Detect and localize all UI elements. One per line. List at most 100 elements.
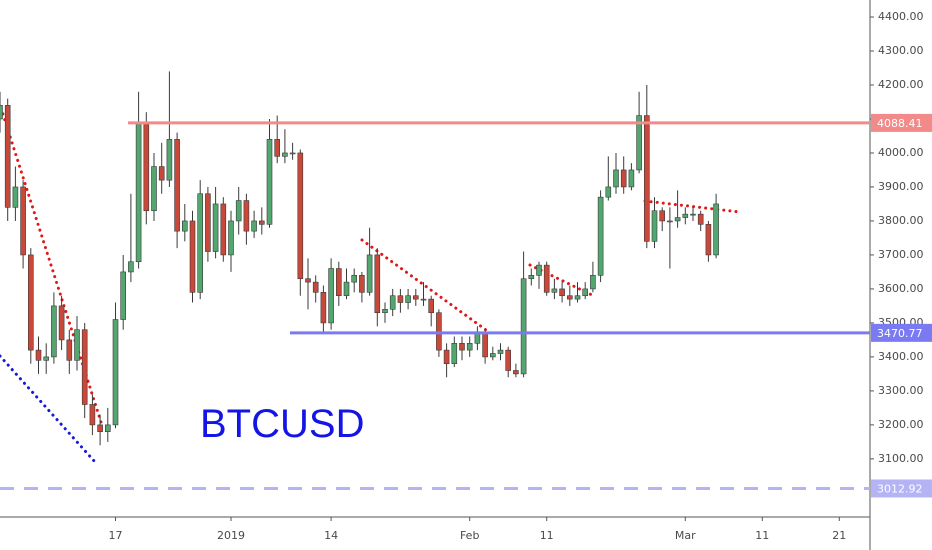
candle-body [266, 139, 273, 225]
candle-body [643, 115, 650, 242]
y-tick-label: 4400.00 [878, 10, 924, 23]
candle-body [582, 288, 589, 297]
level-label: 4088.41 [877, 117, 923, 130]
level-tag [871, 113, 932, 132]
candle-body [320, 292, 327, 324]
candle-body [690, 213, 696, 216]
candle-body [574, 295, 581, 300]
y-tick-label: 4200.00 [878, 78, 924, 91]
candle-body [182, 220, 188, 232]
candle-body [482, 332, 488, 358]
candle-body [351, 275, 358, 283]
candle-body [428, 298, 435, 314]
candle-body [474, 332, 481, 344]
candle-body [412, 295, 419, 300]
candle-body [112, 319, 119, 426]
candle-body [289, 152, 296, 155]
level-label: 3470.77 [877, 327, 923, 340]
candle-body [566, 295, 573, 300]
candle-body [443, 349, 450, 365]
candle-body [359, 275, 365, 293]
level-tag [871, 323, 932, 342]
candle-body [12, 186, 19, 208]
candle-body [451, 343, 458, 365]
candle-body [166, 139, 173, 181]
x-tick-label: 17 [109, 529, 123, 542]
y-tick-label: 4300.00 [878, 44, 924, 57]
candle-body [651, 210, 658, 242]
candle-body [212, 203, 219, 252]
candle-body [105, 424, 111, 432]
candle-body [505, 349, 512, 371]
candle-body [559, 288, 565, 297]
symbol-label: BTCUSD [200, 402, 364, 446]
candle-body [520, 278, 527, 375]
candle-body [158, 166, 165, 181]
y-tick-label: 3400.00 [878, 350, 924, 363]
candle-body [713, 203, 719, 256]
candle-body [4, 105, 11, 208]
candle-body [667, 220, 673, 223]
candle-body [97, 424, 103, 432]
candle-body [620, 169, 627, 188]
candle-body [397, 295, 404, 303]
y-tick-label: 3900.00 [878, 180, 924, 193]
candle-body [51, 305, 57, 358]
candle-body [382, 309, 388, 314]
candle-body [258, 220, 265, 225]
candle-body [343, 281, 350, 297]
candle-body [297, 152, 304, 280]
level-tag [871, 479, 932, 498]
candle-body [135, 122, 142, 263]
candle-body [197, 193, 203, 293]
x-tick-label: 14 [324, 529, 338, 542]
candle-body [228, 220, 234, 256]
candle-body [328, 268, 334, 324]
candle-body [0, 105, 3, 120]
candle-body [674, 217, 681, 222]
candle-body [35, 349, 42, 361]
y-tick-label: 4000.00 [878, 146, 924, 159]
candle-body [513, 370, 519, 375]
y-tick-label: 3200.00 [878, 418, 924, 431]
candle-body [205, 193, 211, 252]
candle-body [597, 196, 604, 276]
trendline [643, 199, 742, 214]
candle-body [705, 224, 712, 256]
candle-body [613, 169, 619, 188]
trendline [360, 238, 488, 332]
x-tick-label: 2019 [217, 529, 245, 542]
candles [0, 71, 719, 446]
candle-body [536, 264, 542, 276]
candle-body [605, 186, 612, 198]
x-tick-label: 11 [755, 529, 769, 542]
candle-body [374, 254, 381, 314]
candle-body [174, 139, 180, 232]
y-tick-label: 3100.00 [878, 452, 924, 465]
candle-body [636, 115, 642, 171]
x-tick-label: 21 [832, 529, 846, 542]
candle-body [251, 220, 257, 232]
x-tick-label: Feb [460, 529, 479, 542]
candle-body [466, 343, 473, 351]
x-tick-label: Mar [675, 529, 696, 542]
candle-body [274, 139, 281, 157]
candle-body [628, 169, 635, 188]
candle-body [20, 186, 26, 256]
trendline [0, 354, 97, 464]
candle-body [81, 329, 88, 405]
candle-body [58, 305, 65, 341]
candle-body [27, 254, 34, 351]
y-tick-label: 3800.00 [878, 214, 924, 227]
candle-body [405, 295, 411, 303]
candle-body [659, 210, 666, 222]
candle-body [335, 268, 342, 297]
candle-body [74, 329, 80, 361]
candle-body [312, 281, 319, 293]
candle-body [243, 200, 250, 232]
level-label: 3012.92 [877, 482, 923, 495]
candle-body [497, 349, 504, 354]
candle-body [282, 152, 288, 157]
